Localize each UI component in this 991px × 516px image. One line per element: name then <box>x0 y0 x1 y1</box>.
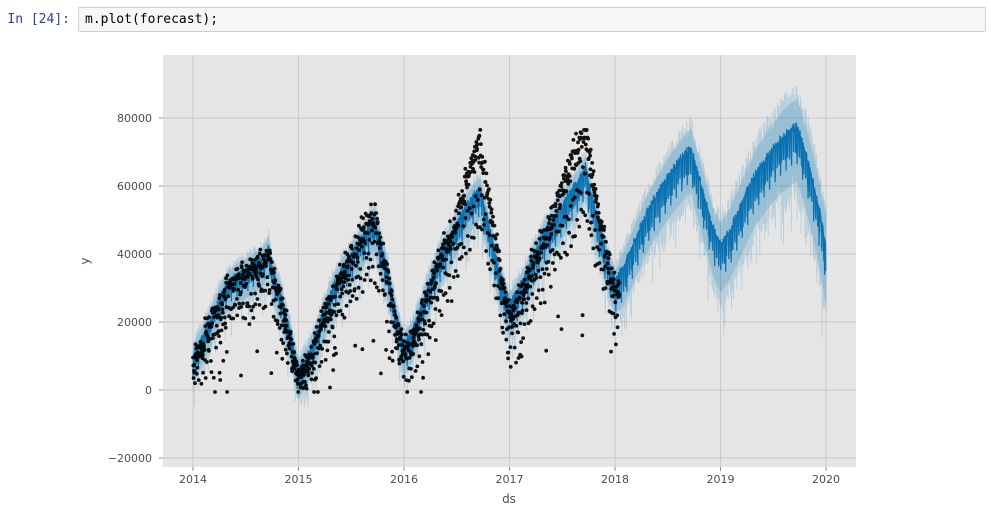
code-input[interactable]: m.plot(forecast); <box>78 7 986 32</box>
x-tick-label: 2016 <box>390 473 418 486</box>
x-tick-label: 2015 <box>285 473 313 486</box>
observed-points <box>191 127 622 394</box>
cell-output: ds y 2014 2015 2016 2017 2018 2019 2020 −20000 0… <box>0 36 991 516</box>
x-tick-label: 2017 <box>496 473 524 486</box>
y-tick-label: −20000 <box>108 452 152 465</box>
y-tick-label: 40000 <box>117 248 152 261</box>
uncertainty-band <box>193 99 826 400</box>
y-axis-label: y <box>78 257 92 264</box>
y-tick-label: 60000 <box>117 180 152 193</box>
x-axis-label: ds <box>502 492 516 506</box>
x-tick-label: 2014 <box>179 473 207 486</box>
x-tick-label: 2018 <box>601 473 629 486</box>
x-tick-label: 2020 <box>812 473 840 486</box>
x-tick-label: 2019 <box>707 473 735 486</box>
input-prompt: In [24]: <box>7 12 70 27</box>
y-tick-label: 20000 <box>117 316 152 329</box>
forecast-chart: ds y 2014 2015 2016 2017 2018 2019 2020 −20000 0… <box>78 55 856 506</box>
y-tick-label: 80000 <box>117 112 152 125</box>
code-text[interactable]: m.plot(forecast); <box>85 12 219 27</box>
y-tick-label: 0 <box>145 384 152 397</box>
